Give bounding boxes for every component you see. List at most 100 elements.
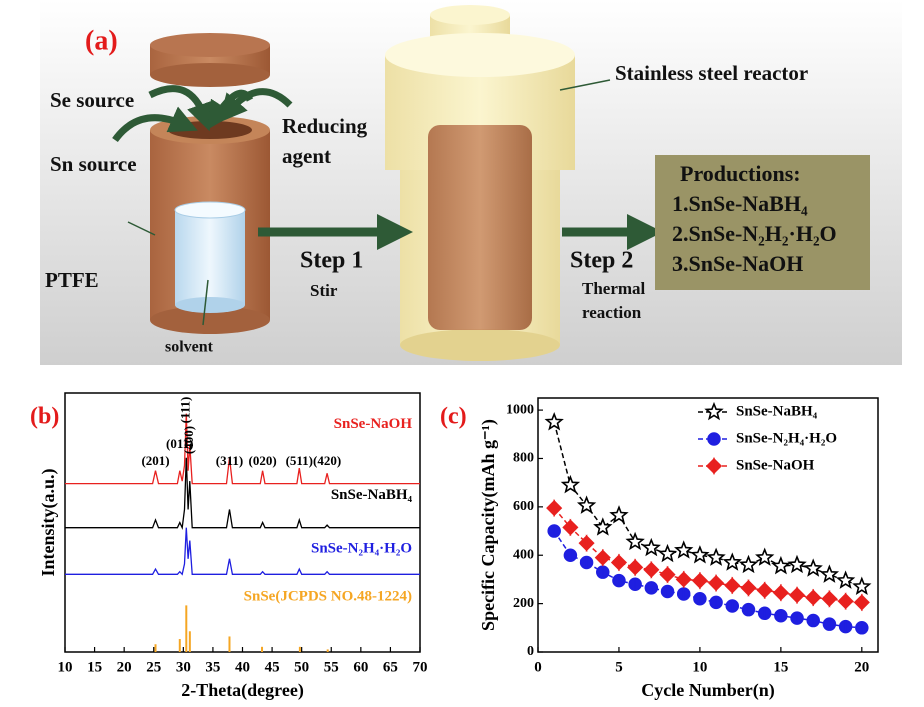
marker (709, 595, 723, 610)
series-label: SnSe-NaOH (334, 416, 413, 432)
marker (837, 592, 854, 611)
x-tick-label: 55 (324, 659, 339, 675)
marker (757, 606, 772, 621)
marker (657, 543, 678, 563)
panel-label: (b) (30, 404, 59, 430)
marker (610, 553, 628, 572)
panel-a: (a) Stainless steel reactor Se source Re… (40, 0, 902, 365)
marker (627, 558, 644, 577)
marker (562, 518, 579, 537)
marker (660, 584, 675, 599)
x-tick-label: 25 (146, 659, 161, 675)
x-axis-label: Cycle Number(n) (641, 680, 774, 701)
marker (722, 552, 742, 571)
marker (725, 599, 740, 613)
solvent-bottom (175, 297, 245, 313)
label: Thermal (582, 279, 646, 298)
marker (691, 571, 708, 590)
label: Reducing (282, 114, 368, 138)
marker (643, 560, 660, 579)
x-tick-label: 45 (265, 659, 280, 675)
peak-label: (311) (216, 453, 243, 468)
x-tick-label: 50 (294, 659, 309, 675)
marker (805, 588, 822, 607)
label: Step 1 (300, 248, 363, 274)
marker (690, 545, 710, 564)
marker (774, 608, 788, 623)
marker (755, 547, 775, 566)
series-line (65, 527, 420, 576)
y-tick-label: 1000 (506, 402, 534, 417)
marker (641, 537, 661, 557)
label: agent (282, 144, 331, 168)
x-tick-label: 10 (692, 659, 707, 675)
x-tick-label: 35 (205, 659, 220, 675)
marker (563, 548, 578, 562)
label: Stainless steel reactor (615, 61, 808, 85)
marker (609, 505, 629, 524)
y-tick-label: 800 (513, 451, 534, 466)
label: Productions: (680, 161, 801, 186)
peak-label: (011) (166, 436, 193, 451)
lid-top (150, 33, 270, 57)
x-tick-label: 30 (176, 659, 191, 675)
panel-label: (c) (440, 404, 467, 430)
marker (788, 586, 806, 604)
marker (675, 570, 692, 589)
x-tick-label: 15 (773, 659, 788, 675)
products-box (655, 155, 870, 290)
peak-label: (400) (181, 426, 196, 454)
marker (674, 540, 694, 559)
marker (835, 570, 856, 589)
label: reaction (582, 303, 642, 322)
marker (806, 613, 820, 628)
peak-label: (511) (286, 453, 313, 468)
x-tick-label: 0 (534, 659, 542, 675)
pointer (559, 79, 611, 91)
solvent-top (174, 201, 246, 219)
pointer (202, 279, 209, 326)
x-tick-label: 20 (854, 659, 869, 675)
series-label: SnSe(JCPDS NO.48-1224) (244, 589, 412, 605)
label: Se source (50, 88, 134, 112)
marker (803, 558, 823, 577)
marker (544, 412, 564, 431)
marker (787, 554, 807, 574)
ptfe-bottom (150, 306, 270, 334)
marker (741, 602, 756, 617)
lid-bottom (150, 63, 270, 87)
reactor-bottom (400, 329, 560, 361)
arrow (148, 85, 214, 132)
y-axis-label: Specific Capacity(mAh g⁻¹) (478, 419, 499, 631)
marker (579, 555, 594, 570)
x-tick-label: 70 (413, 659, 428, 675)
marker (625, 531, 645, 551)
label: solvent (165, 339, 214, 356)
marker (838, 619, 853, 634)
x-tick-label: 15 (87, 659, 102, 675)
x-tick-label: 10 (58, 659, 73, 675)
x-tick-label: 40 (235, 659, 250, 675)
marker (821, 589, 838, 608)
solvent-body (175, 210, 245, 305)
x-tick-label: 20 (117, 659, 132, 675)
marker (740, 579, 757, 597)
peak-label: (201) (141, 453, 169, 468)
plot-frame (537, 397, 879, 653)
marker (708, 574, 725, 592)
x-axis-label: 2-Theta(degree) (181, 680, 304, 701)
marker (578, 534, 595, 552)
x-tick-label: 60 (353, 659, 368, 675)
label: Stir (310, 281, 338, 300)
peak-label: (420) (313, 453, 341, 468)
marker (644, 581, 659, 595)
arrow (218, 88, 293, 123)
marker (790, 611, 804, 625)
y-tick-label: 600 (513, 499, 534, 514)
marker (560, 474, 581, 494)
pointer (127, 221, 156, 236)
marker (855, 621, 869, 635)
peak-label: (020) (249, 453, 277, 468)
marker (771, 555, 791, 575)
